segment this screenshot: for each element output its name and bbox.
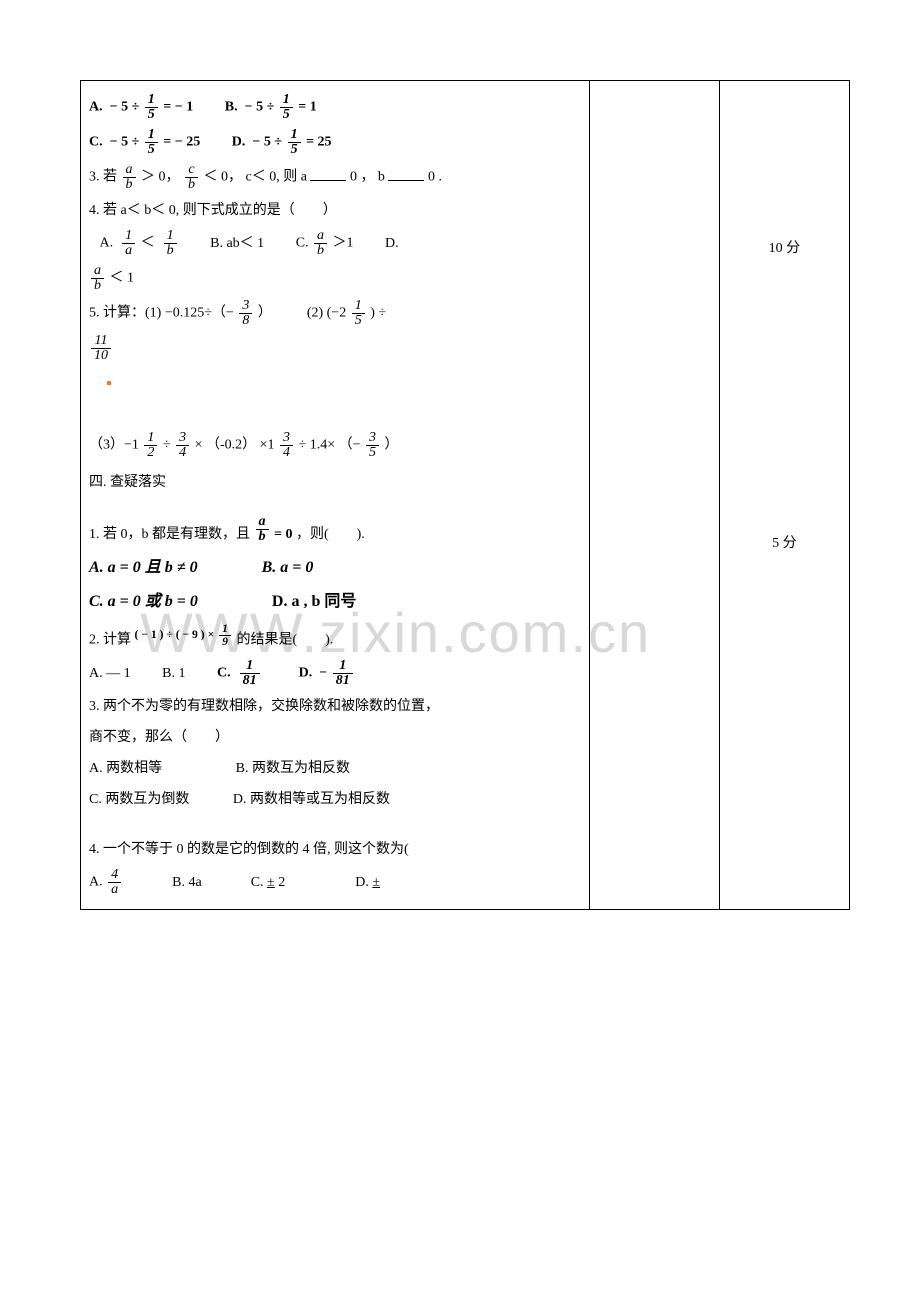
qq4-opts: A. 4a B. 4a C. ± 2 D. <box>89 868 581 897</box>
blank-a <box>310 167 346 181</box>
mid-cell <box>589 81 719 910</box>
time-1: 10 分 <box>728 237 841 257</box>
dot-icon <box>265 670 267 679</box>
time-2: 5 分 <box>728 532 841 552</box>
qq3-stem1: 3. 两个不为零的有理数相除，交换除数和被除数的位置， <box>89 694 581 719</box>
q-top-ab: A. − 5 ÷ 15 = − 1 B. − 5 ÷ 15 = 1 <box>89 93 581 122</box>
q5-line1: 5. 计算：(1) −0.125÷（− 38 ） (2) (−2 15 ) ÷ <box>89 299 581 328</box>
blank-b <box>388 167 424 181</box>
qq3-stem2: 商不变，那么（ ） <box>89 725 581 750</box>
qq3-CD: C. 两数互为倒数 D. 两数相等或互为相反数 <box>89 787 581 812</box>
optB-label: B. <box>225 100 238 115</box>
left-cell: A. − 5 ÷ 15 = − 1 B. − 5 ÷ 15 = 1 <box>81 81 590 910</box>
q4-D-line: ab ＜ 1 <box>89 264 581 293</box>
optA-label: A. <box>89 100 103 115</box>
section-4-title: 四. 查疑落实 <box>89 470 581 495</box>
qq2-opts: A. — 1 B. 1 C. 181 D. − 181 <box>89 659 581 688</box>
qq1-CD: C. a = 0 或 b = 0 D. a , b 同号 <box>89 588 581 617</box>
qq1-AB: A. a = 0 且 b ≠ 0 B. a = 0 <box>89 554 581 583</box>
qq2-stem: 2. 计算 ( − 1 ) ÷ ( − 9 ) × 19 的结果是( ). <box>89 623 581 653</box>
right-cell: 10 分 5 分 <box>719 81 849 910</box>
q4-options: A. 1a ＜ 1b B. ab＜ 1 C. ab ＞1 <box>89 229 581 258</box>
spacer <box>89 369 581 389</box>
q5-line2: 1110 <box>89 334 581 363</box>
q-top-cd: C. − 5 ÷ 15 = − 25 D. − 5 ÷ 15 = 25 <box>89 128 581 157</box>
q3: 3. 若 ab ＞ 0， cb ＜ 0， c＜ 0, 则 a 0 ， b 0 . <box>89 163 581 192</box>
qq3-AB: A. 两数相等 B. 两数互为相反数 <box>89 756 581 781</box>
optD-label: D. <box>232 135 246 150</box>
spacer2 <box>89 395 581 425</box>
q4-stem: 4. 若 a＜ b＜ 0, 则下式成立的是（ ） <box>89 198 581 223</box>
qq1-stem: 1. 若 0，b 都是有理数，且 ab = 0 ，则( ). <box>89 515 581 547</box>
optC-label: C. <box>89 135 103 150</box>
q5-3: （3）−1 12 ÷ 34 × （-0.2） ×1 34 ÷ 1.4× （− 3… <box>89 431 581 460</box>
main-table: A. − 5 ÷ 15 = − 1 B. − 5 ÷ 15 = 1 <box>80 80 850 910</box>
qq4-stem: 4. 一个不等于 0 的数是它的倒数的 4 倍, 则这个数为( <box>89 837 581 862</box>
dot-icon <box>107 381 111 385</box>
